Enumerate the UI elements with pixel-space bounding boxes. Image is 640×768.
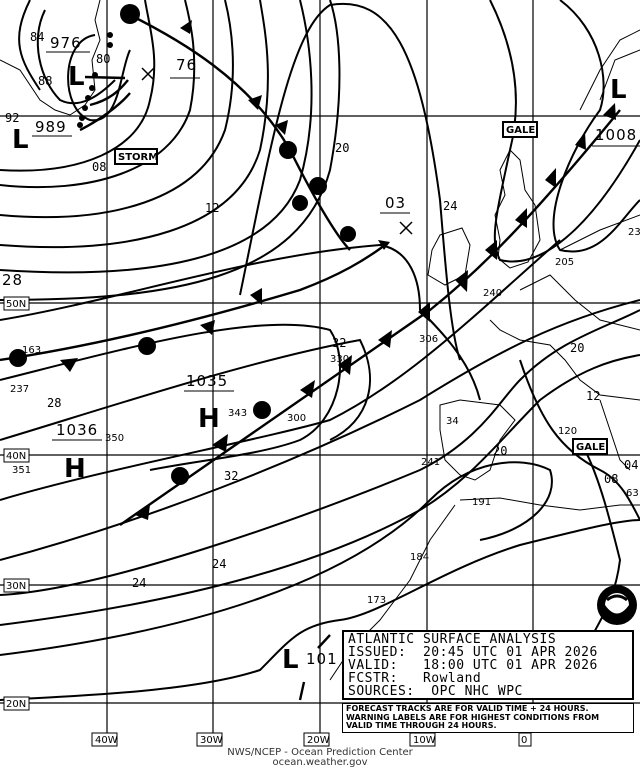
- valid-time: VALID: 18:00 UTC 01 APR 2026: [348, 658, 598, 673]
- station-label: 241: [421, 457, 440, 468]
- storm-warning: STORM: [118, 152, 158, 163]
- map-title: ATLANTIC SURFACE ANALYSIS: [348, 632, 557, 647]
- station-label: 343: [228, 408, 247, 419]
- isobar-label: 20: [493, 444, 507, 458]
- high-center-symbol: H: [64, 454, 86, 484]
- fronts: [0, 4, 621, 701]
- occlusion-dots: [77, 32, 113, 128]
- latitude-label: 40N: [6, 451, 26, 462]
- longitude-label: 40W: [95, 735, 118, 746]
- isobar-label: 24: [132, 576, 146, 590]
- sources: SOURCES: OPC NHC WPC: [348, 684, 523, 699]
- footer-agency: NWS/NCEP - Ocean Prediction Center: [227, 747, 413, 758]
- footer-website[interactable]: ocean.weather.gov: [272, 757, 368, 768]
- low-pressure-value: 101: [306, 650, 338, 668]
- isobar-label: 92: [5, 111, 19, 125]
- grid-labels: 40W 30W 20W 10W 0 50N 40N 30N 20N: [3, 296, 532, 747]
- isobar-label: 12: [205, 201, 219, 215]
- isobars: [0, 0, 640, 701]
- longitude-label: 20W: [307, 735, 330, 746]
- station-label: 306: [419, 334, 438, 345]
- latitude-label: 20N: [6, 699, 26, 710]
- low-center-symbol: L: [12, 125, 29, 155]
- pressure-centers: L 976 L 989 H 1035 H 1036 1008 L L 101 7…: [12, 34, 640, 675]
- station-label: 163: [22, 345, 41, 356]
- isobar-label: 24: [212, 557, 226, 571]
- issued-time: ISSUED: 20:45 UTC 01 APR 2026: [348, 645, 598, 660]
- station-label: 300: [287, 413, 306, 424]
- note-line: VALID TIME THROUGH 24 HOURS.: [346, 721, 497, 730]
- station-label: 63: [626, 488, 639, 499]
- forecast-position-value: 76: [176, 56, 197, 74]
- isobar-label: 28: [2, 271, 23, 289]
- high-pressure-value: 1036: [56, 421, 98, 439]
- isobar-label: 08: [92, 160, 106, 174]
- forecast-note-box: FORECAST TRACKS ARE FOR VALID TIME + 24 …: [342, 703, 634, 733]
- noaa-logo: [597, 585, 637, 625]
- low-pressure-value: 989: [35, 118, 67, 136]
- isobar-label: 04: [624, 458, 638, 472]
- longitude-label: 0: [521, 735, 527, 746]
- station-label: 191: [472, 497, 491, 508]
- station-label: 351: [12, 465, 31, 476]
- forecast-position-value: 03: [385, 194, 406, 212]
- station-label: 350: [105, 433, 124, 444]
- station-labels: 163 237 350 351 343 330 300 306 241 191 …: [10, 227, 640, 606]
- station-label: 205: [555, 257, 574, 268]
- isobar-label: 84: [30, 30, 44, 44]
- isobar-label: 32: [224, 469, 238, 483]
- isobar-label: 20: [335, 141, 349, 155]
- isobar-label: 08: [604, 472, 618, 486]
- low-pressure-value: 1008: [595, 126, 637, 144]
- station-label: 23: [628, 227, 640, 238]
- low-center-symbol: L: [282, 645, 299, 675]
- station-label: 34: [446, 416, 459, 427]
- latitude-label: 50N: [6, 299, 26, 310]
- isobar-label: 12: [586, 389, 600, 403]
- isobar-label: 28: [47, 396, 61, 410]
- isobar-label: 20: [570, 341, 584, 355]
- isobar-label: 32: [332, 336, 346, 350]
- gale-warning: GALE: [576, 442, 605, 453]
- low-center-symbol: L: [610, 75, 627, 105]
- high-pressure-value: 1035: [186, 372, 228, 390]
- isobar-labels: 84 88 80 92 08 12 20 24 28 28 32 32 24 2…: [2, 30, 638, 590]
- longitude-label: 30W: [200, 735, 223, 746]
- station-label: 240: [483, 288, 502, 299]
- low-pressure-value: 976: [50, 34, 82, 52]
- forecaster: FCSTR: Rowland: [348, 671, 482, 686]
- note-line: WARNING LABELS ARE FOR HIGHEST CONDITION…: [346, 712, 600, 722]
- station-label: 330: [330, 354, 349, 365]
- latitude-label: 30N: [6, 581, 26, 592]
- isobar-label: 24: [443, 199, 457, 213]
- station-label: 120: [558, 426, 577, 437]
- gale-warning: GALE: [506, 125, 535, 136]
- station-label: 173: [367, 595, 386, 606]
- note-line: FORECAST TRACKS ARE FOR VALID TIME + 24 …: [346, 704, 589, 713]
- analysis-info-box: ATLANTIC SURFACE ANALYSIS ISSUED: 20:45 …: [342, 630, 634, 700]
- high-center-symbol: H: [198, 404, 220, 434]
- isobar-label: 80: [96, 52, 110, 66]
- lat-lon-grid: [0, 0, 640, 733]
- warning-labels: STORM GALE GALE: [114, 121, 608, 455]
- low-center-symbol: L: [68, 62, 85, 92]
- station-label: 184: [410, 552, 429, 563]
- station-label: 237: [10, 384, 29, 395]
- longitude-label: 10W: [413, 735, 436, 746]
- isobar-label: 88: [38, 74, 52, 88]
